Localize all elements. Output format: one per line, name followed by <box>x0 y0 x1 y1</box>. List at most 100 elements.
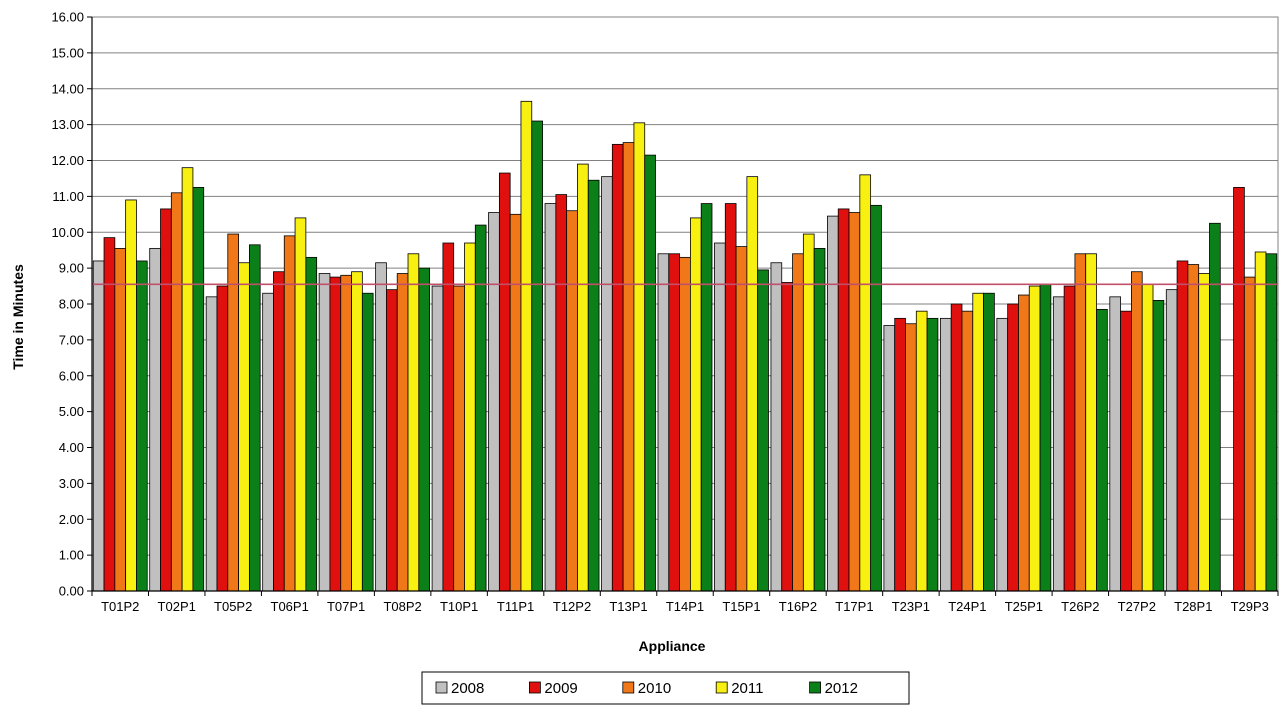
y-tick-label: 8.00 <box>59 297 84 312</box>
bar-2008-T12P2 <box>544 203 557 592</box>
legend-swatch-2008 <box>435 681 448 694</box>
x-tick-label: T28P1 <box>1174 599 1212 614</box>
bar-2011-T08P2 <box>407 253 420 592</box>
bar-2008-T08P2 <box>375 262 387 592</box>
bar-2012-T25P1 <box>1039 283 1052 592</box>
bar-2009-T17P1 <box>837 208 850 592</box>
y-tick-label: 12.00 <box>51 153 84 168</box>
bar-2012-T12P2 <box>587 179 600 592</box>
x-tick-label: T06P1 <box>271 599 309 614</box>
x-tick-label: T27P2 <box>1118 599 1156 614</box>
bar-2008-T15P1 <box>714 242 726 592</box>
x-tick-label: T24P1 <box>948 599 986 614</box>
legend-swatch-2010 <box>622 681 635 694</box>
bar-2010-T13P1 <box>622 142 635 592</box>
bar-2011-T01P2 <box>125 199 137 592</box>
y-tick-label: 13.00 <box>51 117 84 132</box>
bar-2009-T06P1 <box>273 271 285 592</box>
bar-2011-T17P1 <box>859 174 872 592</box>
bar-2008-T23P1 <box>883 325 896 592</box>
bar-2010-T02P1 <box>170 192 183 592</box>
bar-2009-T24P1 <box>950 303 963 592</box>
bar-2010-T15P1 <box>735 246 748 592</box>
legend: 2008 2009 2010 2011 2012 <box>421 671 910 705</box>
x-tick-label: T15P1 <box>722 599 760 614</box>
x-tick-label: T17P1 <box>835 599 873 614</box>
y-tick-label: 15.00 <box>51 45 84 60</box>
bar-2012-T05P2 <box>248 244 261 592</box>
x-tick-label: T25P1 <box>1005 599 1043 614</box>
bar-2011-T16P2 <box>802 233 815 592</box>
bar-2010-T01P2 <box>114 247 127 592</box>
bar-2010-T14P1 <box>679 256 691 592</box>
legend-box <box>421 671 910 705</box>
bar-2008-T01P2 <box>92 260 105 592</box>
bar-2008-T24P1 <box>939 317 952 592</box>
bar-2009-T01P2 <box>103 237 116 592</box>
bar-2012-T17P1 <box>870 204 882 592</box>
bar-2010-T24P1 <box>961 310 974 592</box>
bar-2012-T13P1 <box>644 154 656 592</box>
x-tick-label: T29P3 <box>1231 599 1269 614</box>
legend-label-2009: 2009 <box>544 680 577 697</box>
bar-2009-T27P2 <box>1120 310 1132 592</box>
bar-2009-T16P2 <box>781 282 793 592</box>
bar-2008-T27P2 <box>1109 296 1122 592</box>
bar-2011-T02P1 <box>181 167 194 592</box>
y-tick-label: 5.00 <box>59 404 84 419</box>
bar-2008-T16P2 <box>770 262 783 592</box>
bar-2011-T06P1 <box>294 217 307 592</box>
bar-2012-T02P1 <box>192 187 205 592</box>
bar-2008-T05P2 <box>205 296 218 592</box>
bar-2011-T28P1 <box>1198 273 1210 592</box>
bar-2010-T26P2 <box>1074 253 1087 592</box>
bar-2012-T08P2 <box>418 267 431 592</box>
x-tick-label: T07P1 <box>327 599 365 614</box>
bar-2009-T11P1 <box>498 172 511 592</box>
x-tick-labels: T01P2 T02P1 T05P2 T06P1 T07P1 T08P2 T10P1 T11P1… <box>91 591 1279 614</box>
bar-2011-T15P1 <box>746 176 759 592</box>
bar-2010-T12P2 <box>566 210 578 592</box>
bar-2009-T23P1 <box>894 317 906 592</box>
x-tick-label: T12P2 <box>553 599 591 614</box>
bar-2009-T02P1 <box>160 208 172 592</box>
bar-2008-T13P1 <box>601 176 613 592</box>
x-tick-label: T02P1 <box>158 599 196 614</box>
bar-2009-T15P1 <box>724 203 737 592</box>
bar-2012-T28P1 <box>1209 222 1221 592</box>
bar-2011-T29P3 <box>1254 251 1267 592</box>
legend-label-2008: 2008 <box>451 680 484 697</box>
y-tick-label: 0.00 <box>59 584 84 599</box>
bar-2009-T28P1 <box>1176 260 1189 592</box>
bar-2008-T07P1 <box>318 273 331 592</box>
bar-2010-T11P1 <box>509 213 522 592</box>
y-tick-label: 10.00 <box>51 225 84 240</box>
bar-2008-T14P1 <box>657 253 670 592</box>
bar-2009-T29P3 <box>1233 187 1245 592</box>
y-tick-label: 6.00 <box>59 368 84 383</box>
bar-2012-T07P1 <box>361 292 374 592</box>
bar-2012-T24P1 <box>983 292 995 592</box>
bar-2010-T10P1 <box>453 285 465 592</box>
y-tick-label: 14.00 <box>51 81 84 96</box>
bar-2009-T26P2 <box>1063 285 1076 592</box>
x-tick-label: T26P2 <box>1061 599 1099 614</box>
bar-2011-T27P2 <box>1141 283 1154 592</box>
bars <box>92 100 1278 592</box>
bar-2010-T27P2 <box>1131 271 1143 592</box>
bar-2010-T17P1 <box>848 212 861 592</box>
bar-2009-T12P2 <box>555 194 568 592</box>
bar-2010-T08P2 <box>396 273 409 592</box>
bar-2011-T26P2 <box>1085 253 1097 592</box>
bar-2011-T05P2 <box>238 262 250 592</box>
bar-2011-T11P1 <box>520 100 533 592</box>
legend-swatch-2012 <box>809 681 821 694</box>
bar-2012-T15P1 <box>757 269 769 592</box>
y-tick-label: 16.00 <box>51 10 84 25</box>
y-tick-labels: 0.00 1.00 2.00 3.00 4.00 5.00 6.00 7.00 8.00 9.00… <box>51 10 92 599</box>
y-tick-label: 2.00 <box>59 512 84 527</box>
bar-2008-T06P1 <box>262 292 274 592</box>
bar-2012-T26P2 <box>1096 308 1108 592</box>
bar-2012-T16P2 <box>813 247 826 592</box>
bar-2012-T29P3 <box>1265 253 1278 592</box>
